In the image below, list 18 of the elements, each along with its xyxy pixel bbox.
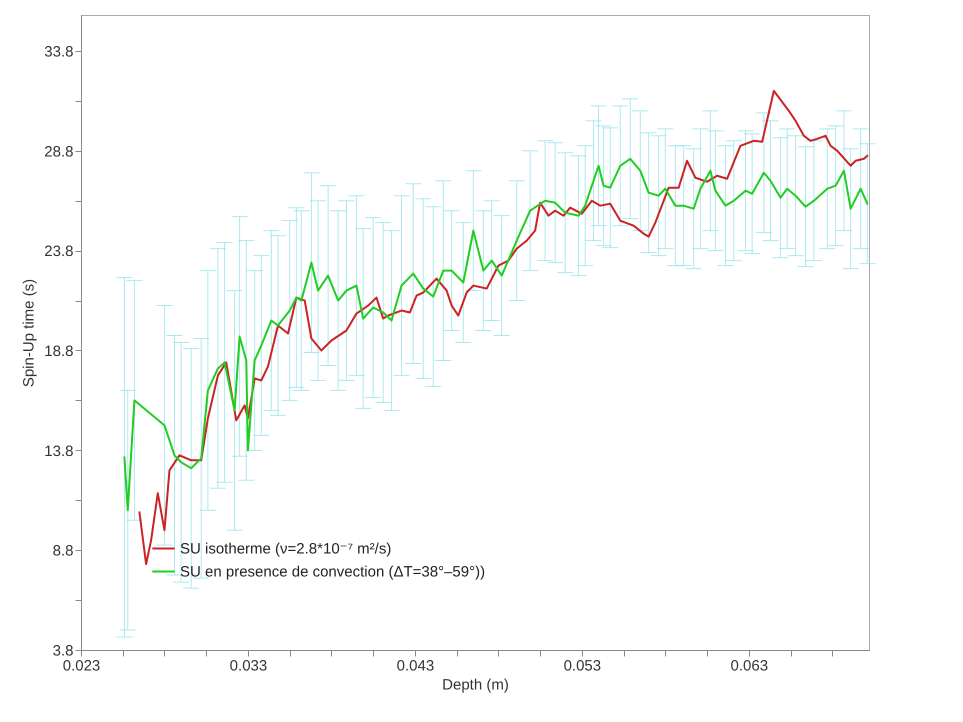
y-tick-label: 8.8	[52, 542, 74, 560]
legend-label: SU isotherme (ν=2.8*10⁻⁷ m²/s)	[180, 540, 392, 558]
x-tick-label: 0.063	[730, 658, 768, 674]
y-tick-label: 13.8	[44, 442, 74, 460]
y-tick-label: 28.8	[44, 143, 74, 160]
x-tick-label: 0.043	[396, 658, 434, 674]
y-tick-label: 18.8	[44, 342, 74, 360]
line-series	[138, 90, 868, 566]
x-tick-label: 0.023	[62, 658, 100, 674]
y-axis-title: Spin-Up time (s)	[20, 278, 38, 388]
y-tick-label: 33.8	[44, 43, 74, 60]
y-tick-label: 3.8	[52, 642, 74, 660]
x-tick-label: 0.053	[564, 658, 602, 674]
x-axis-title: Depth (m)	[442, 676, 509, 694]
legend-label: SU en presence de convection (ΔT=38°–59°))	[180, 564, 486, 580]
x-tick-label: 0.033	[230, 658, 268, 674]
y-tick-label: 23.8	[44, 243, 74, 260]
line-series	[123, 158, 868, 512]
